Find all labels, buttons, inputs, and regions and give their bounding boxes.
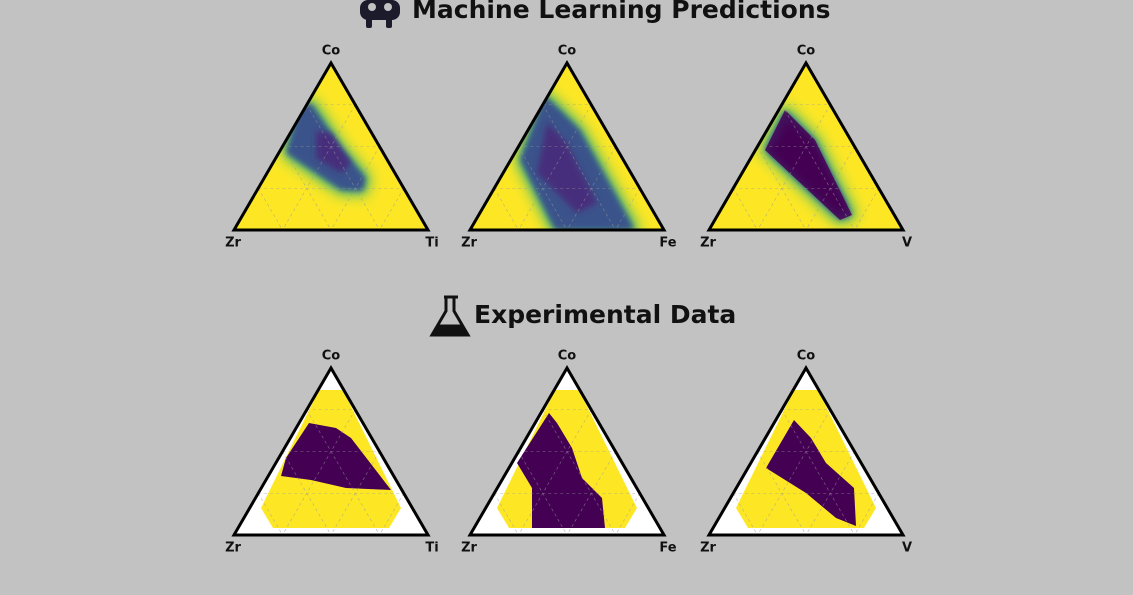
corner-label: Zr: [461, 236, 477, 251]
core-region: [316, 131, 351, 173]
corner-label: Zr: [461, 541, 477, 556]
corner-label: Co: [558, 44, 577, 59]
grid-line: [518, 104, 592, 230]
grid-line: [257, 493, 283, 535]
grid-line: [306, 409, 380, 535]
section-title: Experimental Data: [474, 300, 736, 329]
grid-line: [615, 493, 641, 535]
triangle-outline: [706, 60, 906, 232]
ternary-diagram: [709, 368, 903, 535]
grid-line: [854, 188, 880, 230]
robot-icon: [360, 0, 400, 28]
grid-line: [379, 188, 405, 230]
grid-line: [732, 493, 758, 535]
ternary-diagram: [234, 368, 428, 535]
grid-line: [379, 493, 405, 535]
corner-label: Ti: [425, 236, 438, 251]
corner-label: Fe: [659, 236, 676, 251]
grid-line: [493, 188, 519, 230]
corner-label: Co: [797, 44, 816, 59]
corner-label: Co: [322, 349, 341, 364]
core-region: [765, 110, 852, 220]
grid-line: [781, 104, 855, 230]
grid-line: [518, 409, 592, 535]
corner-label: Co: [797, 349, 816, 364]
grid-line: [732, 188, 758, 230]
grid-line: [257, 188, 283, 230]
corner-label: Fe: [659, 541, 676, 556]
triangle-outline: [467, 60, 667, 232]
grid-line: [757, 104, 831, 230]
grid-line: [542, 409, 616, 535]
corner-label: Zr: [700, 541, 716, 556]
triangle-outline: [231, 60, 431, 232]
ternary-diagram: [470, 63, 664, 230]
grid-line: [781, 409, 855, 535]
corner-label: Zr: [225, 541, 241, 556]
corner-label: Co: [322, 44, 341, 59]
grid-line: [306, 104, 380, 230]
grid-line: [615, 188, 641, 230]
section-title: Machine Learning Predictions: [412, 0, 831, 24]
corner-label: V: [902, 541, 912, 556]
triangle-outline: [467, 365, 667, 537]
grid-line: [757, 409, 831, 535]
grid-line: [282, 104, 356, 230]
triangle-outline: [231, 365, 431, 537]
corner-label: Zr: [225, 236, 241, 251]
triangle-outline: [706, 365, 906, 537]
purple-region: [281, 423, 391, 490]
grid-line: [854, 493, 880, 535]
purple-region: [766, 420, 856, 526]
corner-label: Co: [558, 349, 577, 364]
flask-icon: [429, 295, 471, 337]
corner-label: V: [902, 236, 912, 251]
ternary-diagram: [470, 368, 664, 535]
ternary-diagram: [234, 63, 428, 230]
grid-line: [542, 104, 616, 230]
corner-label: Zr: [700, 236, 716, 251]
ternary-diagram: [709, 63, 903, 230]
corner-label: Ti: [425, 541, 438, 556]
core-region: [537, 123, 597, 213]
grid-line: [282, 409, 356, 535]
grid-line: [493, 493, 519, 535]
